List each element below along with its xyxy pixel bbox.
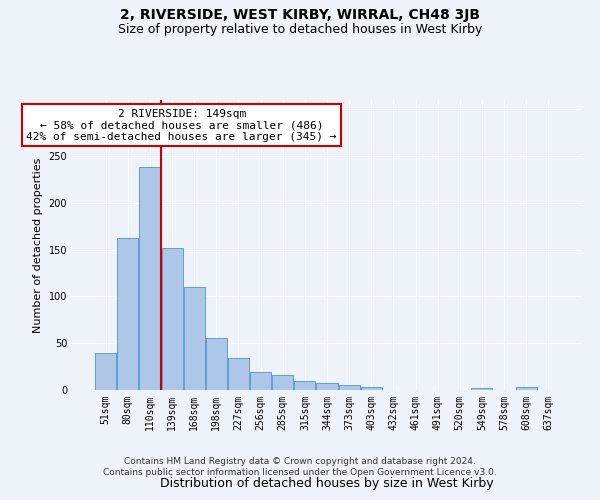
Bar (95, 352, 116, 390)
Text: Size of property relative to detached houses in West Kirby: Size of property relative to detached ho… (118, 22, 482, 36)
Bar (139, 168, 160, 390)
Bar (118, 238, 139, 390)
Bar (338, 386, 359, 390)
Bar (472, 388, 493, 390)
Bar (161, 248, 182, 390)
Bar (206, 338, 227, 390)
Bar (250, 372, 271, 390)
Y-axis label: Number of detached properties: Number of detached properties (33, 158, 43, 332)
Text: Contains HM Land Registry data © Crown copyright and database right 2024.
Contai: Contains HM Land Registry data © Crown c… (103, 458, 497, 477)
Bar (361, 387, 382, 390)
Bar (272, 375, 293, 390)
Bar (515, 387, 536, 390)
Bar (228, 358, 249, 390)
Text: 2 RIVERSIDE: 149sqm
← 58% of detached houses are smaller (486)
42% of semi-detac: 2 RIVERSIDE: 149sqm ← 58% of detached ho… (26, 108, 337, 142)
Text: Distribution of detached houses by size in West Kirby: Distribution of detached houses by size … (160, 477, 494, 490)
Bar (295, 380, 316, 390)
Bar (184, 287, 205, 390)
Text: 2, RIVERSIDE, WEST KIRBY, WIRRAL, CH48 3JB: 2, RIVERSIDE, WEST KIRBY, WIRRAL, CH48 3… (120, 8, 480, 22)
Bar (316, 384, 338, 390)
